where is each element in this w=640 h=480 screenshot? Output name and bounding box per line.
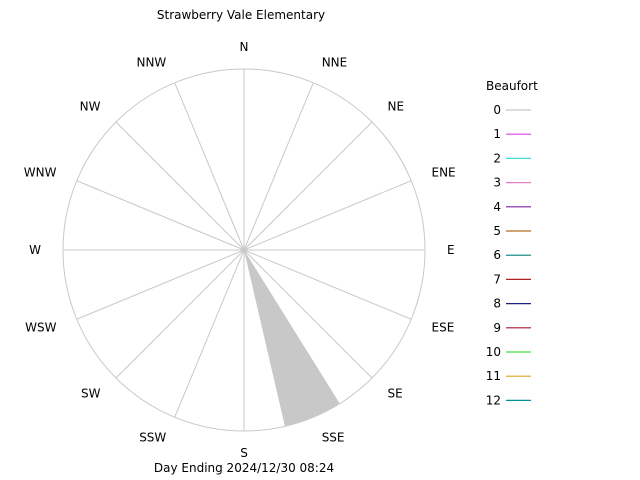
legend-label: 0: [493, 103, 501, 117]
direction-label-ssw: SSW: [139, 431, 166, 445]
legend-item: 7: [493, 272, 531, 286]
direction-label-w: W: [29, 243, 41, 257]
direction-label-wsw: WSW: [25, 321, 56, 335]
legend-item: 4: [493, 200, 531, 214]
legend-label: 11: [486, 369, 501, 383]
legend-label: 10: [486, 345, 501, 359]
legend-label: 7: [493, 272, 501, 286]
direction-label-se: SE: [388, 387, 403, 401]
direction-label-sw: SW: [81, 387, 101, 401]
direction-label-n: N: [240, 40, 249, 54]
direction-label-nw: NW: [80, 100, 101, 114]
legend-label: 3: [493, 176, 501, 190]
spoke-nnw: [174, 82, 245, 251]
chart-footer: Day Ending 2024/12/30 08:24: [154, 461, 334, 475]
spoke-wsw: [76, 249, 245, 320]
spoke-wnw: [76, 180, 245, 251]
legend-label: 12: [486, 393, 501, 407]
direction-label-ne: NE: [388, 100, 405, 114]
spoke-se: [243, 249, 373, 379]
spoke-nne: [243, 82, 314, 251]
spoke-ese: [243, 249, 412, 320]
spoke-ene: [243, 180, 412, 251]
legend-label: 1: [493, 127, 501, 141]
legend-label: 8: [493, 297, 501, 311]
direction-label-nne: NNE: [322, 56, 348, 70]
direction-label-sse: SSE: [322, 431, 345, 445]
legend-item: 3: [493, 176, 531, 190]
spoke-nw: [115, 121, 245, 251]
legend-item: 10: [486, 345, 531, 359]
legend-item: 2: [493, 151, 531, 165]
rose-grid: [62, 68, 426, 432]
direction-label-e: E: [447, 243, 455, 257]
direction-label-ene: ENE: [432, 165, 456, 179]
direction-label-wnw: WNW: [24, 165, 57, 179]
legend-label: 5: [493, 224, 501, 238]
legend-title: Beaufort: [486, 79, 538, 93]
direction-label-nnw: NNW: [136, 56, 166, 70]
spoke-ne: [243, 121, 373, 251]
direction-label-ese: ESE: [432, 321, 455, 335]
legend-item: 6: [493, 248, 531, 262]
legend-label: 4: [493, 200, 501, 214]
direction-label-s: S: [240, 446, 248, 460]
chart-title: Strawberry Vale Elementary: [157, 8, 325, 22]
rose-petals: [244, 250, 340, 427]
legend-item: 1: [493, 127, 531, 141]
spoke-ssw: [174, 249, 245, 418]
legend-item: 5: [493, 224, 531, 238]
legend-item: 12: [486, 393, 531, 407]
spoke-sw: [115, 249, 245, 379]
direction-labels: N NNE NE ENE E ESE SE SSE S SSW SW WSW W WNW NW NNW: [24, 40, 456, 460]
legend-item: 8: [493, 297, 531, 311]
legend-item: 9: [493, 321, 531, 335]
legend-item: 0: [493, 103, 531, 117]
legend-label: 2: [493, 151, 501, 165]
legend-item: 11: [486, 369, 531, 383]
legend-label: 9: [493, 321, 501, 335]
petal-sse: [244, 250, 340, 427]
legend-label: 6: [493, 248, 501, 262]
